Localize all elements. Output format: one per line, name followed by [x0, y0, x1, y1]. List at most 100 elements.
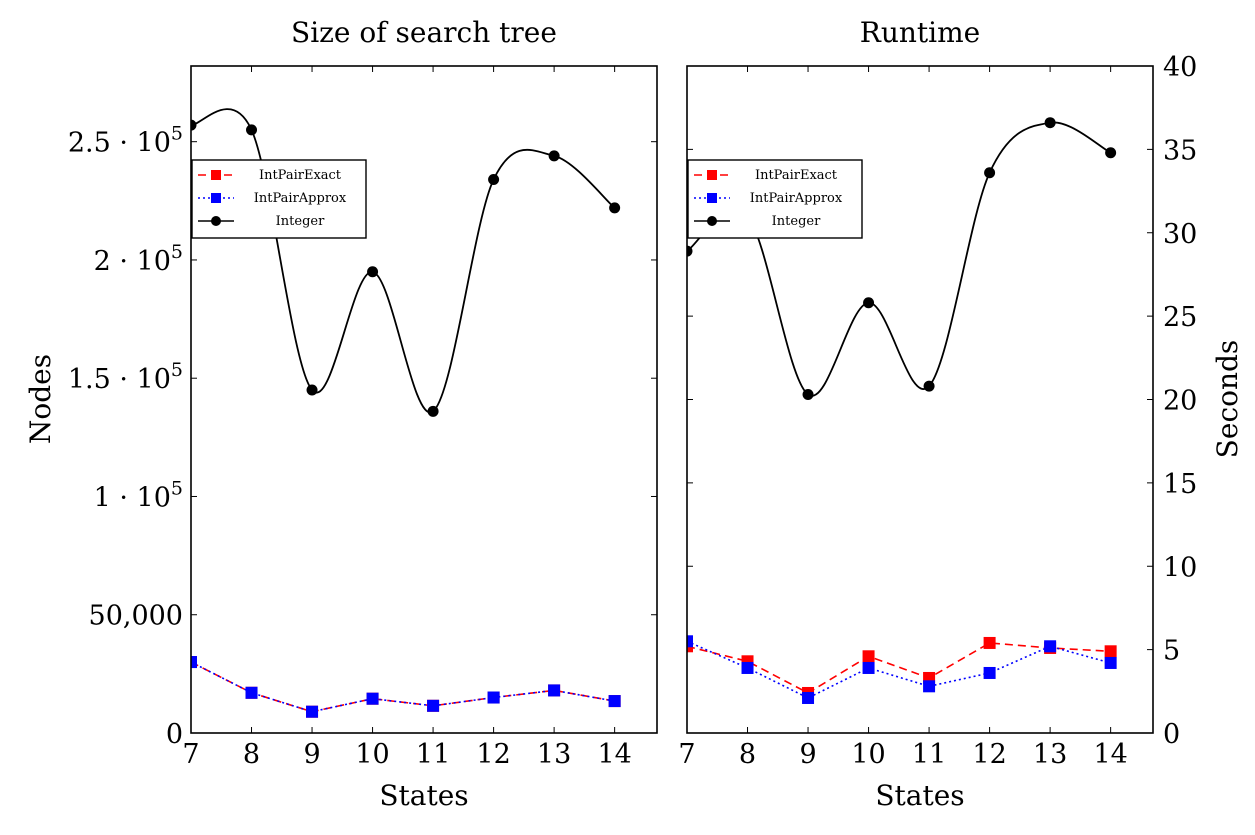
nodes-series-intpairapprox — [191, 656, 621, 718]
runtime-y-tick-label: 35 — [1163, 135, 1197, 166]
runtime-data-point — [983, 636, 996, 649]
runtime-data-point — [802, 388, 814, 400]
runtime-series — [687, 117, 1117, 704]
nodes-legend-label: IntPairExact — [259, 168, 342, 183]
nodes-data-point — [548, 684, 561, 697]
nodes-y-tick-label: 0 — [166, 719, 183, 750]
nodes-data-point — [608, 695, 621, 708]
runtime-y-tick-label: 30 — [1163, 219, 1197, 250]
nodes-x-tick-label: 10 — [355, 739, 389, 770]
runtime-legend: IntPairExact IntPairApprox Integer — [687, 159, 863, 239]
runtime-x-axis-label: States — [875, 779, 964, 812]
nodes-data-point — [609, 202, 621, 214]
runtime-x-tick-label: 7 — [678, 739, 695, 770]
nodes-legend-label: IntPairApprox — [254, 191, 347, 206]
runtime-data-point — [1105, 147, 1117, 159]
nodes-legend-marker — [211, 193, 221, 203]
nodes-data-point — [366, 692, 379, 705]
nodes-legend-item: Integer — [198, 214, 325, 229]
runtime-data-point — [741, 661, 754, 674]
runtime-data-point — [862, 661, 875, 674]
nodes-y-tick-mantissa: 2.5 — [68, 128, 111, 159]
nodes-data-point — [306, 384, 318, 396]
runtime-legend-label: Integer — [772, 214, 821, 229]
runtime-x-tick-label: 13 — [1033, 739, 1067, 770]
nodes-legend-item: IntPairApprox — [198, 191, 347, 206]
runtime-plot-frame — [686, 65, 1154, 734]
nodes-data-point — [191, 656, 197, 669]
runtime-x-tick-label: 9 — [799, 739, 816, 770]
runtime-y-tick-label: 0 — [1163, 719, 1180, 750]
nodes-data-point — [427, 699, 440, 712]
runtime-legend-item: Integer — [694, 214, 821, 229]
runtime-data-point — [1044, 117, 1056, 129]
runtime-y-tick-label: 40 — [1163, 52, 1197, 83]
runtime-series-intpairapprox — [687, 635, 1117, 704]
runtime-legend-marker — [707, 170, 717, 180]
runtime-series-line — [687, 121, 1112, 397]
nodes-data-point — [488, 174, 500, 186]
nodes-y-tick-mantissa: 1 — [94, 482, 111, 513]
runtime-y-tick-label: 5 — [1163, 636, 1180, 667]
runtime-x-tick-label: 10 — [851, 739, 885, 770]
nodes-x-tick-label: 13 — [537, 739, 571, 770]
nodes-legend-marker — [211, 170, 221, 180]
nodes-data-point — [427, 405, 439, 417]
runtime-ticks: 7 8 9 10 11 12 13 14 0 5 10 15 20 25 30 35 40 — [678, 52, 1197, 770]
nodes-y-tick-mantissa: 2 — [94, 246, 111, 277]
runtime-data-point — [923, 680, 936, 693]
nodes-y-tick-base: · 10 — [111, 364, 171, 395]
nodes-y-tick-exponent: 5 — [171, 477, 183, 499]
runtime-legend-item: IntPairExact — [694, 168, 838, 183]
runtime-data-point — [863, 297, 875, 309]
runtime-legend-item: IntPairApprox — [694, 191, 843, 206]
runtime-x-tick-label: 11 — [912, 739, 946, 770]
runtime-series-integer — [687, 117, 1117, 400]
nodes-y-tick-label: 1.5 · 105 — [68, 359, 183, 395]
runtime-y-tick-label: 25 — [1163, 302, 1197, 333]
nodes-series-integer — [191, 108, 621, 417]
runtime-data-point — [1044, 640, 1057, 653]
runtime-chart-title: Runtime — [860, 16, 980, 49]
runtime-y-axis-label: Seconds — [1211, 340, 1244, 459]
runtime-series-line — [687, 640, 1111, 699]
runtime-legend-label: IntPairExact — [755, 168, 838, 183]
nodes-y-tick-label: 1 · 105 — [94, 477, 183, 513]
nodes-y-tick-base: · 10 — [111, 482, 171, 513]
nodes-x-tick-label: 7 — [182, 739, 199, 770]
nodes-y-tick-base: · 10 — [111, 128, 171, 159]
nodes-x-tick-label: 12 — [476, 739, 510, 770]
nodes-data-point — [367, 266, 379, 278]
nodes-x-axis-label: States — [379, 779, 468, 812]
runtime-data-point — [687, 245, 693, 257]
nodes-plot-frame — [190, 65, 658, 734]
runtime-data-point — [862, 650, 875, 663]
nodes-data-point — [306, 705, 319, 718]
runtime-x-tick-label: 12 — [972, 739, 1006, 770]
runtime-data-point — [802, 691, 815, 704]
nodes-y-tick-mantissa: 1.5 — [68, 364, 111, 395]
nodes-y-tick-label: 2 · 105 — [94, 241, 183, 277]
runtime-legend-marker — [707, 216, 717, 226]
nodes-y-tick-exponent: 5 — [171, 123, 183, 145]
nodes-x-tick-label: 14 — [597, 739, 631, 770]
nodes-data-point — [487, 691, 500, 704]
runtime-y-tick-label: 20 — [1163, 386, 1197, 417]
nodes-x-tick-label: 11 — [416, 739, 450, 770]
runtime-x-tick-label: 8 — [739, 739, 756, 770]
nodes-y-tick-exponent: 5 — [171, 241, 183, 263]
nodes-y-tick-base: · 10 — [111, 246, 171, 277]
runtime-data-point — [687, 635, 693, 648]
nodes-y-tick-label: 50,000 — [89, 601, 183, 632]
nodes-x-tick-label: 9 — [303, 739, 320, 770]
nodes-series-line — [191, 661, 615, 713]
nodes-y-tick-exponent: 5 — [171, 359, 183, 381]
nodes-chart-title: Size of search tree — [291, 16, 557, 49]
runtime-y-tick-label: 15 — [1163, 469, 1197, 500]
nodes-legend-marker — [211, 216, 221, 226]
nodes-data-point — [245, 686, 258, 699]
runtime-legend-marker — [707, 193, 717, 203]
nodes-y-tick-label: 2.5 · 105 — [68, 123, 183, 159]
